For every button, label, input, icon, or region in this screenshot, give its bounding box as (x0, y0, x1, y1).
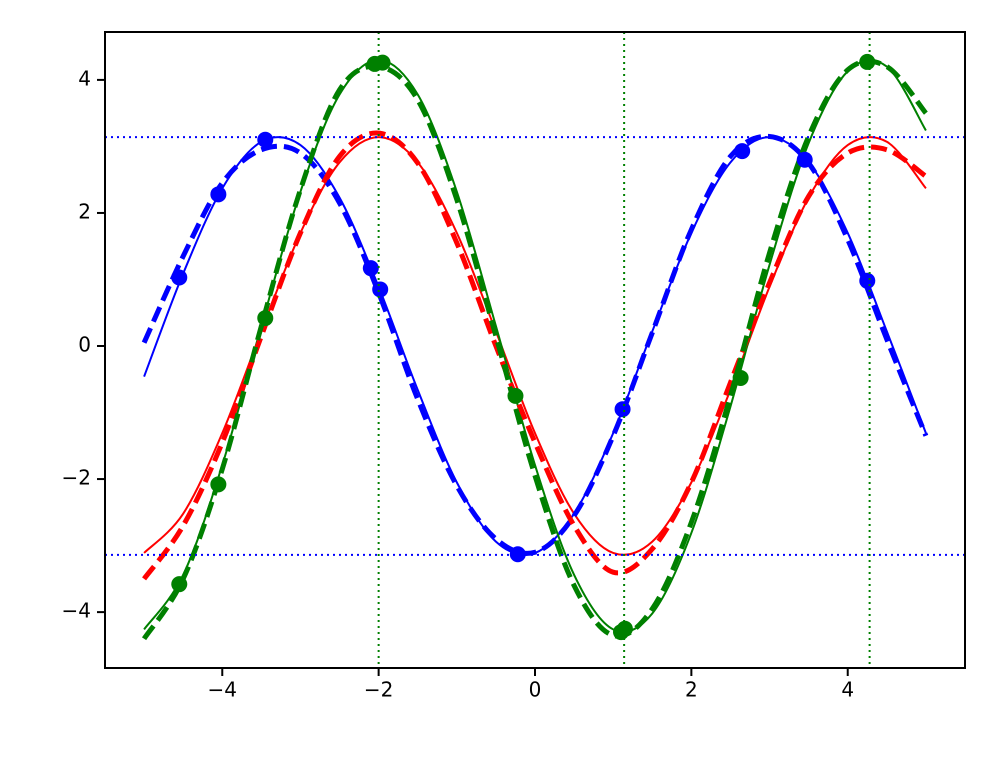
sample-point (171, 576, 188, 593)
series-line (142, 130, 928, 581)
y-tick-label: 4 (78, 66, 91, 90)
sample-point (616, 620, 633, 637)
x-tick-label: 4 (841, 678, 854, 702)
sample-point (362, 260, 379, 277)
sample-point (257, 131, 274, 148)
sample-point (796, 151, 813, 168)
sample-point (859, 53, 876, 70)
x-tick-label: 0 (529, 678, 542, 702)
sample-point (509, 546, 526, 563)
sample-point (614, 401, 631, 418)
sample-point (171, 269, 188, 286)
sample-point (507, 387, 524, 404)
sample-point (372, 281, 389, 298)
x-tick-label: 2 (685, 678, 698, 702)
x-tick-label: −2 (364, 678, 393, 702)
y-tick-label: 2 (78, 199, 91, 223)
sample-point (859, 272, 876, 289)
sample-point (210, 476, 227, 493)
sample-point (732, 369, 749, 386)
y-tick-label: −2 (62, 466, 91, 490)
y-tick-label: −4 (62, 599, 91, 623)
sample-point (210, 186, 227, 203)
x-tick-label: −4 (208, 678, 237, 702)
plot-area (105, 32, 965, 668)
sample-point (734, 143, 751, 160)
sample-point (257, 310, 274, 327)
sample-point (374, 54, 391, 71)
y-tick-label: 0 (78, 333, 91, 357)
axes-frame (104, 31, 966, 669)
